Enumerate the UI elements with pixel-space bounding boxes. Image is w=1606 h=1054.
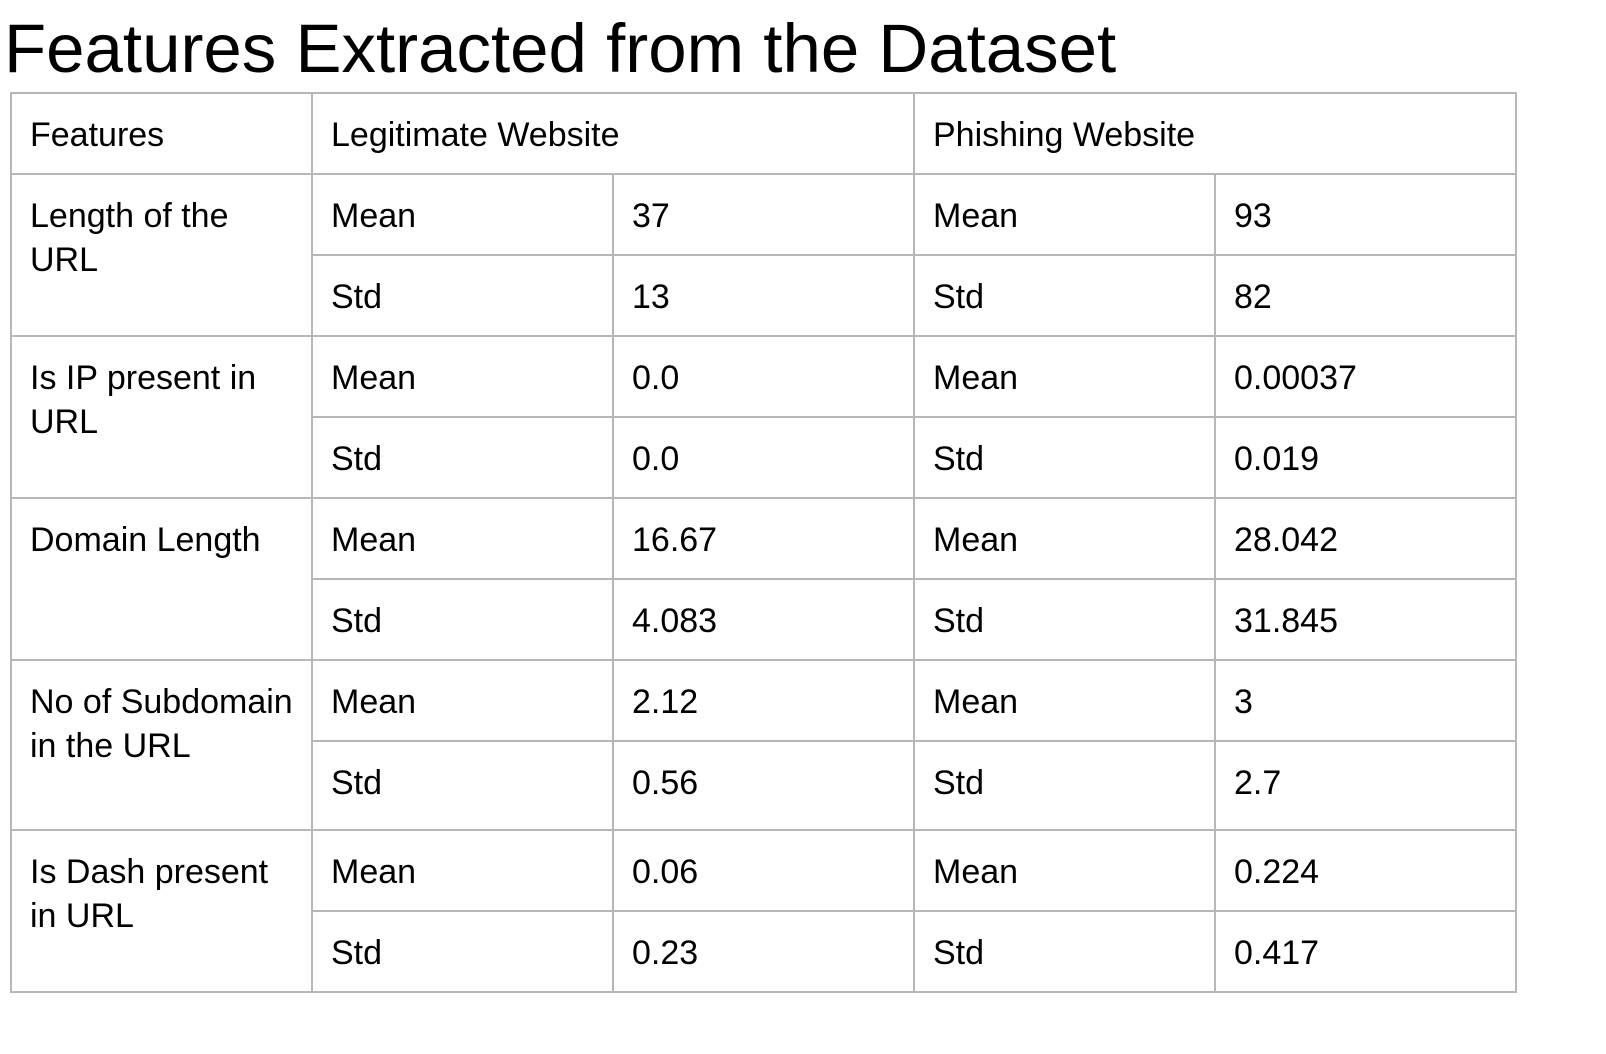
table-header-row: Features Legitimate Website Phishing Web… <box>10 92 1518 175</box>
stat-label: Mean <box>913 829 1216 912</box>
header-phishing-website: Phishing Website <box>912 92 1518 175</box>
stat-value: 4.083 <box>612 578 915 661</box>
table-row: Std 0.56 Std 2.7 <box>11 740 1518 831</box>
stat-label: Mean <box>913 497 1216 580</box>
table-row: Std 4.083 Std 31.845 <box>11 578 1518 661</box>
feature-name: Length of the URL <box>10 173 313 337</box>
header-features: Features <box>10 92 313 175</box>
stat-value: 93 <box>1213 173 1518 256</box>
stat-label: Mean <box>913 659 1216 742</box>
stat-value: 2.7 <box>1213 740 1518 831</box>
feature-name: Is IP present in URL <box>10 335 313 499</box>
stat-label: Std <box>913 910 1216 993</box>
stat-label: Std <box>913 578 1216 661</box>
table-row: Length of the URL Mean 37 Mean 93 <box>10 173 1518 337</box>
stat-value: 82 <box>1213 254 1518 337</box>
stat-value: 0.00037 <box>1213 335 1518 418</box>
feature-name: No of Subdomain in the URL <box>10 659 313 831</box>
table-row: Is IP present in URL Mean 0.0 Mean 0.000… <box>10 335 1518 499</box>
table-row: No of Subdomain in the URL Mean 2.12 Mea… <box>10 659 1518 831</box>
stat-label: Mean <box>311 173 614 256</box>
stat-value: 16.67 <box>612 497 915 580</box>
stat-label: Mean <box>311 829 614 912</box>
feature-name: Domain Length <box>10 497 313 661</box>
stat-value: 28.042 <box>1213 497 1518 580</box>
stat-label: Mean <box>913 173 1216 256</box>
stat-label: Std <box>913 740 1216 831</box>
stat-value: 0.019 <box>1213 416 1518 499</box>
stat-label: Std <box>913 416 1216 499</box>
features-table: Features Legitimate Website Phishing Web… <box>10 92 1518 993</box>
stat-value: 37 <box>612 173 915 256</box>
table-row: Is Dash present in URL Mean 0.06 Mean 0.… <box>10 829 1518 993</box>
table-row: Std 0.23 Std 0.417 <box>11 910 1518 993</box>
table-row: Domain Length Mean 16.67 Mean 28.042 <box>10 497 1518 661</box>
stat-label: Mean <box>311 659 614 742</box>
stat-label: Std <box>311 578 614 661</box>
stat-value: 31.845 <box>1213 578 1518 661</box>
stat-value: 0.23 <box>612 910 915 993</box>
stat-label: Mean <box>311 335 614 418</box>
stat-value: 0.0 <box>612 416 915 499</box>
stat-value: 0.06 <box>612 829 915 912</box>
stat-value: 2.12 <box>612 659 915 742</box>
stat-label: Std <box>311 254 614 337</box>
stat-value: 0.417 <box>1213 910 1518 993</box>
stat-label: Mean <box>913 335 1216 418</box>
page-title: Features Extracted from the Dataset <box>4 10 1117 87</box>
stat-label: Std <box>913 254 1216 337</box>
stat-label: Mean <box>311 497 614 580</box>
stat-value: 3 <box>1213 659 1518 742</box>
stat-label: Std <box>311 740 614 831</box>
table-row: Std 0.0 Std 0.019 <box>11 416 1518 499</box>
stat-label: Std <box>311 910 614 993</box>
stat-label: Std <box>311 416 614 499</box>
stat-value: 13 <box>612 254 915 337</box>
feature-name: Is Dash present in URL <box>10 829 313 993</box>
header-legitimate-website: Legitimate Website <box>311 92 915 175</box>
stat-value: 0.224 <box>1213 829 1518 912</box>
stat-value: 0.0 <box>612 335 915 418</box>
table-row: Std 13 Std 82 <box>11 254 1518 337</box>
stat-value: 0.56 <box>612 740 915 831</box>
